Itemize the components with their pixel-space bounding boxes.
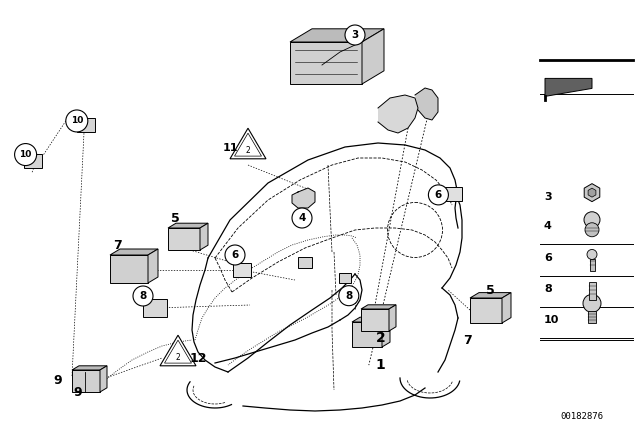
Text: 00182876: 00182876: [561, 412, 604, 421]
Bar: [77, 118, 95, 132]
Text: 4: 4: [298, 213, 306, 223]
Bar: [470, 298, 502, 323]
Text: 6: 6: [435, 190, 442, 200]
Circle shape: [583, 294, 601, 312]
Bar: [361, 309, 389, 331]
Bar: [143, 299, 167, 317]
Text: 12: 12: [189, 352, 207, 365]
Polygon shape: [292, 188, 315, 208]
Polygon shape: [361, 305, 396, 309]
Text: 3: 3: [544, 192, 552, 202]
Circle shape: [292, 208, 312, 228]
Polygon shape: [588, 188, 596, 197]
Text: 6: 6: [544, 253, 552, 263]
Polygon shape: [230, 128, 266, 159]
Bar: [298, 257, 312, 268]
Circle shape: [15, 143, 36, 166]
Circle shape: [428, 185, 449, 205]
Circle shape: [585, 223, 599, 237]
Bar: [290, 42, 362, 84]
Polygon shape: [415, 88, 438, 120]
Text: 10: 10: [19, 150, 32, 159]
Text: 10: 10: [70, 116, 83, 125]
Polygon shape: [148, 249, 158, 283]
Polygon shape: [545, 78, 592, 96]
Polygon shape: [584, 184, 600, 202]
Bar: [444, 187, 462, 201]
Bar: [589, 259, 595, 271]
Polygon shape: [470, 293, 511, 298]
Circle shape: [66, 110, 88, 132]
Circle shape: [587, 250, 597, 259]
Text: 9: 9: [74, 385, 83, 399]
Text: 2: 2: [175, 353, 180, 362]
Bar: [168, 228, 200, 250]
Text: 5: 5: [486, 284, 494, 297]
Polygon shape: [110, 249, 158, 255]
Polygon shape: [168, 223, 208, 228]
Bar: [352, 322, 382, 347]
Circle shape: [225, 245, 245, 265]
Bar: [588, 311, 596, 323]
Polygon shape: [100, 366, 107, 392]
Text: 3: 3: [351, 30, 358, 40]
Text: 7: 7: [463, 334, 472, 347]
Polygon shape: [502, 293, 511, 323]
Polygon shape: [389, 305, 396, 331]
Text: 8: 8: [345, 291, 353, 301]
Polygon shape: [382, 317, 390, 347]
Polygon shape: [362, 29, 384, 84]
Bar: [233, 263, 251, 277]
Bar: [589, 283, 596, 301]
Polygon shape: [72, 366, 107, 370]
Text: 5: 5: [171, 211, 179, 224]
Circle shape: [584, 212, 600, 228]
Bar: [339, 273, 351, 283]
Text: 11: 11: [222, 143, 237, 153]
Polygon shape: [378, 95, 418, 133]
Text: 2: 2: [246, 146, 250, 155]
Bar: [72, 370, 100, 392]
Text: 6: 6: [232, 250, 239, 260]
Polygon shape: [290, 29, 384, 42]
Text: 10: 10: [544, 315, 559, 325]
Circle shape: [339, 286, 359, 306]
Bar: [110, 255, 148, 283]
Text: 9: 9: [54, 374, 62, 387]
Text: 8: 8: [140, 291, 147, 301]
Text: 2: 2: [376, 331, 386, 345]
Polygon shape: [352, 317, 390, 322]
Polygon shape: [160, 335, 196, 366]
Circle shape: [345, 25, 365, 45]
Text: 7: 7: [114, 238, 122, 251]
Text: 1: 1: [376, 358, 386, 372]
Text: 8: 8: [544, 284, 552, 294]
Bar: [24, 154, 42, 168]
Text: 4: 4: [544, 221, 552, 231]
Polygon shape: [200, 223, 208, 250]
Circle shape: [133, 286, 153, 306]
